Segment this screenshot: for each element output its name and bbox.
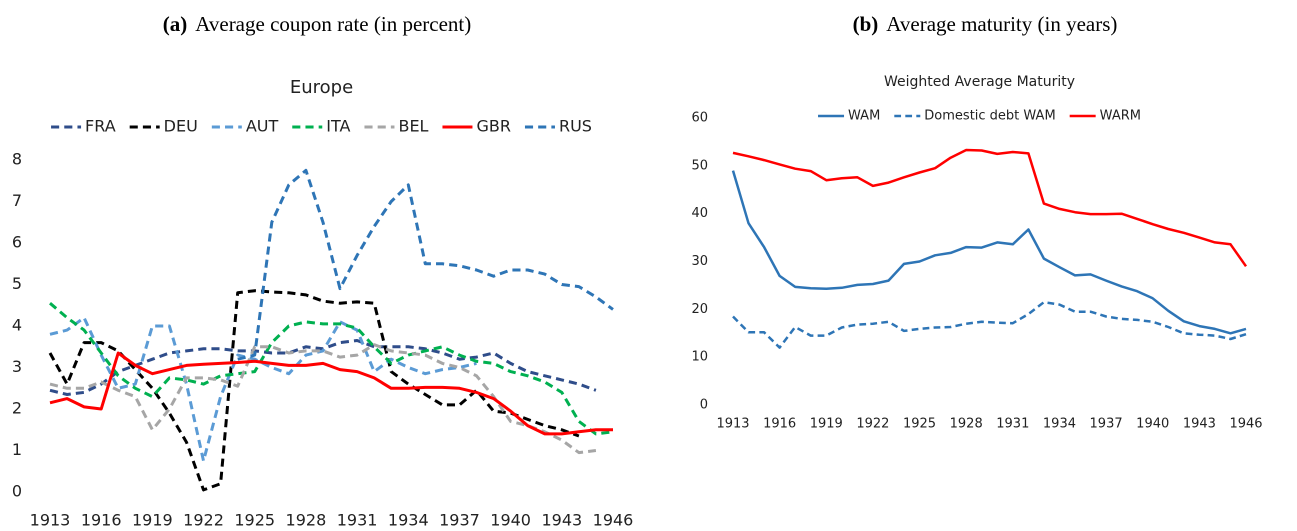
legend-label: DEU bbox=[164, 117, 198, 136]
x-tick-label: 1934 bbox=[1043, 417, 1076, 432]
x-tick-label: 1946 bbox=[593, 511, 634, 530]
series-line bbox=[237, 168, 614, 361]
x-tick-label: 1928 bbox=[286, 511, 327, 530]
legend-label: Domestic debt WAM bbox=[924, 109, 1055, 124]
legend-label: AUT bbox=[246, 117, 279, 136]
y-tick-label: 2 bbox=[12, 399, 22, 418]
x-tick-label: 1916 bbox=[81, 511, 122, 530]
series-line bbox=[49, 302, 614, 436]
legend-label: RUS bbox=[559, 117, 592, 136]
legend-label: ITA bbox=[326, 117, 350, 136]
legend: FRA DEU AUT ITA BEL GBR RUS bbox=[51, 117, 592, 136]
chart-title: Europe bbox=[290, 77, 353, 98]
x-tick-label: 1925 bbox=[903, 417, 936, 432]
x-tick-label: 1940 bbox=[490, 511, 531, 530]
x-tick-label: 1919 bbox=[132, 511, 173, 530]
y-tick-label: 6 bbox=[12, 233, 22, 252]
y-tick-label: 4 bbox=[12, 316, 22, 335]
x-tick-label: 1943 bbox=[541, 511, 582, 530]
x-tick-label: 1946 bbox=[1229, 417, 1262, 432]
y-tick-label: 10 bbox=[691, 350, 708, 365]
x-tick-label: 1928 bbox=[950, 417, 983, 432]
caption-label: (a) bbox=[163, 12, 188, 36]
legend-label: BEL bbox=[398, 117, 428, 136]
y-tick-label: 0 bbox=[700, 398, 708, 413]
y-tick-label: 5 bbox=[12, 274, 22, 293]
x-tick-label: 1925 bbox=[234, 511, 275, 530]
x-tick-label: 1922 bbox=[856, 417, 889, 432]
x-tick-label: 1937 bbox=[1090, 417, 1123, 432]
x-tick-label: 1916 bbox=[763, 417, 796, 432]
y-tick-label: 7 bbox=[12, 191, 22, 210]
legend-label: GBR bbox=[476, 117, 511, 136]
caption: (a) Average coupon rate (in percent) bbox=[163, 12, 471, 36]
x-tick-label: 1919 bbox=[810, 417, 843, 432]
series-line bbox=[49, 343, 597, 455]
x-tick-label: 1931 bbox=[996, 417, 1029, 432]
series-line bbox=[732, 148, 1248, 268]
x-tick-label: 1913 bbox=[716, 417, 749, 432]
legend: WAM Domestic debt WAM WARM bbox=[818, 109, 1141, 124]
caption: (b) Average maturity (in years) bbox=[853, 12, 1118, 36]
y-tick-label: 40 bbox=[691, 206, 708, 221]
y-tick-label: 1 bbox=[12, 440, 22, 459]
x-tick-label: 1940 bbox=[1136, 417, 1169, 432]
series-line bbox=[49, 351, 613, 436]
y-tick-label: 3 bbox=[12, 357, 22, 376]
x-tick-label: 1913 bbox=[30, 511, 71, 530]
x-tick-label: 1931 bbox=[337, 511, 378, 530]
caption-text: Average maturity (in years) bbox=[886, 12, 1117, 36]
x-tick-label: 1934 bbox=[388, 511, 429, 530]
caption-label: (b) bbox=[853, 12, 879, 36]
legend-label: WAM bbox=[848, 109, 880, 124]
chart-title: Weighted Average Maturity bbox=[884, 74, 1075, 90]
y-tick-label: 20 bbox=[691, 302, 708, 317]
y-tick-label: 8 bbox=[12, 150, 22, 169]
caption-text: Average coupon rate (in percent) bbox=[195, 12, 471, 36]
x-tick-label: 1922 bbox=[183, 511, 224, 530]
y-tick-label: 30 bbox=[691, 254, 708, 269]
series-line bbox=[48, 289, 580, 492]
legend-label: FRA bbox=[85, 117, 116, 136]
series-line bbox=[732, 300, 1247, 349]
y-tick-label: 50 bbox=[691, 158, 708, 173]
series-line bbox=[731, 170, 1247, 335]
x-tick-label: 1943 bbox=[1183, 417, 1216, 432]
legend-label: WARM bbox=[1100, 109, 1141, 124]
y-tick-label: 60 bbox=[691, 111, 708, 126]
y-tick-label: 0 bbox=[12, 482, 22, 501]
x-tick-label: 1937 bbox=[439, 511, 480, 530]
